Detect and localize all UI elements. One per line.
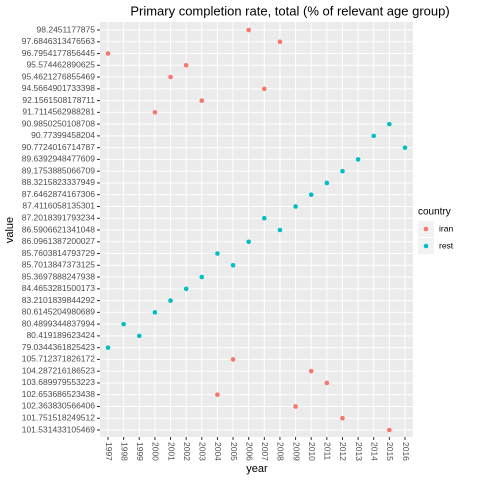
x-tick-label: 2002 (182, 442, 192, 461)
point (402, 145, 408, 150)
y-tick-label: 104.287216186523 (22, 365, 96, 375)
point (308, 192, 314, 198)
point (230, 262, 236, 268)
point (293, 204, 298, 209)
point (168, 74, 173, 80)
point (387, 427, 392, 433)
y-tick-label: 90.77399458204 (31, 130, 95, 140)
x-tick-label: 2015 (385, 442, 395, 461)
point (246, 27, 251, 33)
y-tick-label: 85.7603814793729 (22, 248, 96, 258)
x-tick-label: 1997 (104, 442, 114, 461)
y-tick-label: 90.7724016714787 (22, 142, 96, 152)
y-tick-label: 84.4653281500173 (22, 283, 96, 293)
x-tick-label: 2004 (213, 442, 223, 461)
y-tick-label: 102.363830566406 (22, 401, 96, 411)
x-tick-label: 1999 (135, 442, 145, 461)
point (340, 168, 345, 174)
y-tick-label: 87.4116058135301 (22, 201, 95, 211)
point (152, 110, 158, 115)
y-tick-label: 89.6392948477609 (22, 154, 96, 164)
point (371, 133, 377, 139)
x-tick-label: 2007 (260, 442, 270, 461)
y-tick-label: 98.2451177875 (37, 24, 96, 34)
y-tick-label: 97.6846313476563 (22, 36, 96, 46)
x-tick-label: 2011 (323, 442, 333, 461)
point (152, 310, 158, 315)
y-tick-label: 95.4621276855469 (22, 71, 96, 81)
x-axis-title: year (246, 463, 268, 475)
x-tick-label: 2009 (291, 442, 301, 461)
y-tick-label: 85.3697888247938 (22, 271, 96, 281)
point (183, 286, 189, 292)
y-tick-label: 105.712371826172 (22, 354, 96, 364)
point (293, 404, 298, 409)
point (262, 215, 267, 221)
point (277, 39, 283, 45)
y-tick-label: 85.7013847373125 (22, 260, 96, 270)
y-tick-label: 80.6145204980689 (22, 307, 96, 317)
x-tick-label: 2013 (354, 442, 364, 461)
y-tick-label: 86.0961387200027 (22, 236, 96, 246)
y-tick-label: 101.751518249512 (22, 412, 96, 422)
y-tick-label: 94.5664901733398 (22, 83, 96, 93)
point (262, 86, 267, 92)
point (183, 62, 189, 68)
point (105, 51, 111, 56)
point (387, 121, 392, 127)
y-tick-label: 90.9850250108708 (22, 118, 96, 128)
x-tick-label: 2003 (198, 442, 208, 461)
y-tick-label: 89.1753885066709 (22, 165, 96, 175)
point (308, 368, 314, 374)
x-tick-label: 2006 (244, 442, 254, 461)
point (199, 274, 205, 280)
y-tick-label: 86.5906621341048 (22, 224, 96, 234)
legend-label: iran (439, 223, 453, 233)
x-tick-label: 2014 (369, 442, 379, 461)
y-tick-label: 88.3215823337949 (22, 177, 96, 187)
legend-swatch (423, 226, 429, 232)
point (215, 392, 220, 398)
x-tick-label: 2016 (401, 442, 411, 461)
y-tick-label: 83.2101839844292 (22, 295, 96, 305)
x-tick-label: 2001 (166, 442, 176, 461)
y-axis-title: value (4, 217, 16, 243)
y-tick-label: 101.531433105469 (22, 424, 96, 434)
legend-label: rest (439, 240, 454, 250)
chart-title: Primary completion rate, total (% of rel… (130, 3, 449, 18)
y-tick-label: 96.7954177856445 (22, 48, 96, 58)
point (277, 227, 283, 233)
y-tick-label: 102.653686523438 (22, 389, 96, 399)
point (136, 333, 142, 339)
y-tick-label: 103.689979553223 (22, 377, 96, 387)
point (105, 345, 111, 350)
y-tick-label: 87.6462874167306 (22, 189, 96, 199)
x-tick-label: 2012 (338, 442, 348, 461)
point (168, 298, 173, 303)
y-tick-label: 80.419189623424 (26, 330, 95, 340)
x-tick-label: 2010 (307, 442, 317, 461)
x-tick-label: 2005 (229, 442, 239, 461)
x-tick-label: 2000 (151, 442, 161, 461)
point (199, 98, 205, 103)
x-tick-label: 2008 (276, 442, 286, 461)
y-tick-label: 92.1561508178711 (22, 95, 95, 105)
y-tick-label: 80.4899344837994 (22, 318, 96, 328)
point (246, 239, 251, 245)
point (355, 157, 361, 162)
point (324, 180, 330, 186)
y-tick-label: 91.7114562988281 (22, 107, 95, 117)
point (324, 380, 330, 386)
y-tick-label: 95.574462890625 (26, 60, 95, 70)
legend-swatch (423, 243, 429, 249)
point (340, 415, 345, 421)
point (215, 251, 220, 256)
y-tick-label: 87.2018391793234 (22, 212, 96, 222)
legend-title: country (418, 207, 451, 218)
y-tick-label: 79.0344361825423 (22, 342, 96, 352)
point (230, 357, 236, 362)
point (121, 321, 126, 327)
x-tick-label: 1998 (119, 442, 129, 461)
